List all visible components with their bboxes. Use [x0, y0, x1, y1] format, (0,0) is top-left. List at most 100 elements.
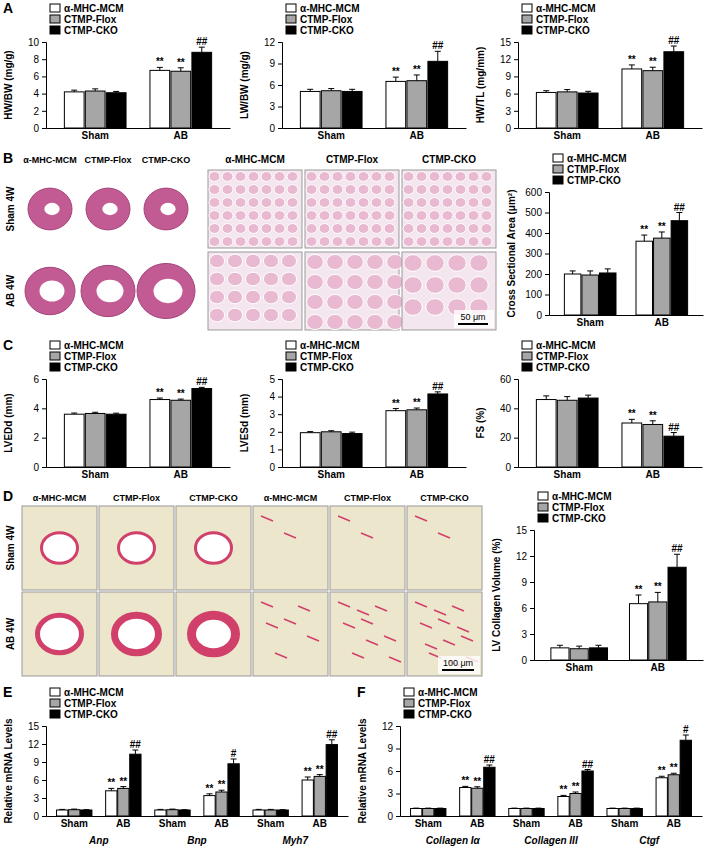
legend-item: α-MHC-MCM	[538, 491, 611, 502]
cell	[442, 172, 453, 182]
y-tick-label: 10	[28, 37, 40, 48]
bar	[342, 91, 362, 128]
error-bar	[157, 398, 163, 399]
legend-item: CTMP-CKO	[50, 25, 118, 36]
cell	[306, 198, 317, 208]
bar	[171, 400, 191, 467]
collagen-fiber	[357, 610, 369, 615]
y-tick-label: 3	[269, 101, 275, 112]
bar	[407, 81, 427, 128]
error-bar	[595, 645, 601, 648]
cell	[358, 224, 369, 234]
histology-image	[402, 252, 496, 330]
vessel-wall	[196, 533, 232, 564]
error-bar	[178, 68, 184, 71]
legend-label: CTMP-Flox	[64, 698, 117, 709]
y-tick-mark	[42, 111, 46, 112]
staining-image	[176, 506, 251, 590]
cell	[332, 211, 343, 221]
cell	[319, 198, 330, 208]
significance: **	[119, 776, 127, 787]
y-tick-label: 4	[33, 403, 39, 414]
y-tick-label: 9	[387, 743, 393, 754]
error-cap	[543, 90, 549, 91]
marks	[536, 46, 683, 128]
collagen-fiber	[275, 653, 287, 658]
cell	[426, 277, 444, 294]
significance: **	[649, 56, 657, 67]
cell	[263, 254, 278, 268]
cell	[222, 172, 233, 182]
y-tick-mark	[278, 379, 282, 380]
collagen-fiber	[343, 623, 355, 628]
y-tick-mark	[42, 438, 46, 439]
bar	[536, 92, 556, 128]
x-tick-label: AB	[667, 818, 681, 829]
error-bar	[435, 51, 441, 61]
cell	[345, 172, 356, 182]
y-tick-mark	[396, 771, 400, 772]
x-axis-line	[283, 128, 467, 129]
x-tick-label: Sham	[566, 662, 593, 673]
row-label: Sham 4W	[5, 525, 16, 571]
legend-label: α-MHC-MCM	[64, 3, 123, 14]
error-cap	[634, 808, 640, 809]
bar	[300, 91, 320, 128]
y-tick: 600	[525, 187, 549, 198]
error-bar	[92, 412, 98, 413]
legend-item: α-MHC-MCM	[404, 687, 477, 698]
bar	[680, 740, 691, 816]
cell	[281, 254, 296, 268]
legend-swatch	[50, 688, 60, 696]
heart-section	[86, 188, 130, 230]
cell	[429, 237, 440, 247]
legend-label: CTMP-Flox	[418, 698, 471, 709]
y-tick: 12	[500, 54, 518, 65]
column-label: α-MHC-MCM	[225, 154, 284, 165]
x-axis: ShamABShamABShamAB	[47, 816, 349, 829]
error-bar	[437, 808, 443, 809]
error-bar	[570, 271, 576, 274]
cell	[319, 224, 330, 234]
cell	[429, 185, 440, 195]
cell	[209, 272, 224, 286]
error-stem	[607, 269, 608, 273]
cell	[384, 224, 395, 234]
significance: **	[392, 398, 400, 409]
histology-image	[208, 170, 302, 248]
figure: A0246810ShamAB****##HW/BW (mg/g)α-MHC-MC…	[0, 0, 709, 850]
y-tick-mark	[278, 85, 282, 86]
y-tick-label: 3	[33, 793, 39, 804]
cell	[287, 224, 298, 234]
cell	[222, 185, 233, 195]
x-tick-label: Sham	[554, 130, 581, 141]
error-bar	[676, 213, 682, 221]
group-label: Collagen III	[524, 835, 578, 846]
error-bar	[683, 735, 689, 740]
cell	[387, 294, 404, 309]
y-tick-mark	[42, 76, 46, 77]
significance: ##	[326, 729, 338, 740]
error-bar	[650, 421, 656, 425]
y-tick: 3	[521, 629, 534, 640]
legend: α-MHC-MCMCTMP-FloxCTMP-CKO	[553, 153, 626, 186]
significance: **	[572, 781, 580, 792]
cell	[245, 308, 260, 322]
bar	[656, 778, 667, 816]
collagen-fiber	[438, 619, 450, 624]
y-axis-line	[42, 727, 47, 817]
column-label: CTMP-CKO	[420, 493, 469, 503]
y-tick: 40	[500, 403, 518, 414]
bar	[533, 809, 544, 817]
y-tick-label: 9	[505, 71, 511, 82]
significance: **	[658, 765, 666, 776]
collagen-fiber	[443, 640, 455, 645]
y-axis-line	[545, 193, 550, 316]
y-axis-title: Relative mRNA Levels	[3, 718, 14, 824]
error-bar	[634, 808, 640, 809]
x-tick: AB	[651, 660, 665, 673]
cell	[222, 237, 233, 247]
marks	[551, 554, 686, 660]
cell	[404, 277, 422, 294]
error-bar	[435, 392, 441, 394]
